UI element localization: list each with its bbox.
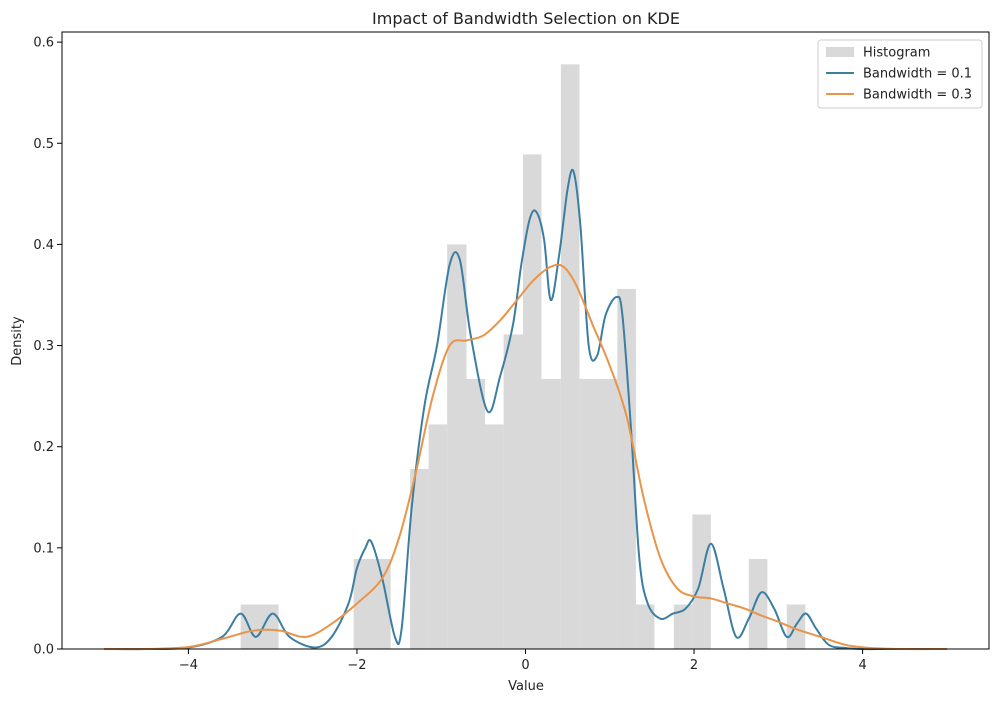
y-tick-label: 0.3 — [33, 339, 54, 354]
histogram-bar-13 — [617, 288, 636, 649]
kde-lines — [104, 168, 947, 651]
histogram-bar-10 — [560, 64, 580, 650]
histogram-bar-12 — [597, 378, 618, 649]
kde-line-1 — [104, 263, 947, 651]
histogram-bar-16 — [692, 514, 711, 649]
histogram-bar-8 — [522, 154, 542, 649]
x-tick-label: 0 — [521, 658, 529, 673]
x-axis-ticks: −4 −2 0 2 4 — [179, 649, 867, 673]
histogram-bar-11 — [579, 378, 598, 649]
histogram-bar-3 — [428, 424, 448, 649]
x-tick-label: −4 — [179, 658, 198, 673]
y-tick-label: 0.2 — [33, 440, 54, 455]
histogram-bar-15 — [673, 604, 693, 649]
histogram-bar-0 — [240, 604, 279, 649]
y-tick-label: 0.1 — [33, 541, 54, 556]
histogram-bar-9 — [541, 378, 561, 649]
x-tick-label: −2 — [347, 658, 366, 673]
x-tick-label: 2 — [690, 658, 698, 673]
chart-title: Impact of Bandwidth Selection on KDE — [372, 9, 680, 28]
legend: Histogram Bandwidth = 0.1 Bandwidth = 0.3 — [817, 39, 983, 109]
histogram-bar-4 — [447, 244, 467, 649]
y-tick-label: 0.0 — [33, 643, 54, 658]
histogram-bars — [240, 64, 806, 650]
y-axis-ticks: 0.0 0.1 0.2 0.3 0.4 0.5 0.6 — [33, 36, 62, 658]
legend-box — [817, 39, 983, 109]
legend-patch-histogram — [826, 47, 854, 57]
histogram-bar-6 — [485, 424, 504, 649]
histogram-bar-5 — [466, 378, 486, 649]
histogram-bar-7 — [503, 334, 523, 649]
legend-label-1: Bandwidth = 0.1 — [863, 67, 972, 82]
y-tick-label: 0.6 — [33, 36, 54, 51]
histogram-bar-14 — [635, 604, 655, 649]
y-tick-label: 0.4 — [33, 238, 54, 253]
histogram-bar-2 — [410, 468, 429, 649]
legend-label-0: Histogram — [863, 46, 930, 61]
legend-label-2: Bandwidth = 0.3 — [863, 88, 972, 103]
x-tick-label: 4 — [858, 658, 866, 673]
y-tick-label: 0.5 — [33, 137, 54, 152]
histogram-bar-17 — [748, 558, 768, 649]
kde-line-0 — [104, 168, 947, 651]
y-axis-label: Density — [10, 316, 25, 366]
x-axis-label: Value — [508, 679, 544, 694]
